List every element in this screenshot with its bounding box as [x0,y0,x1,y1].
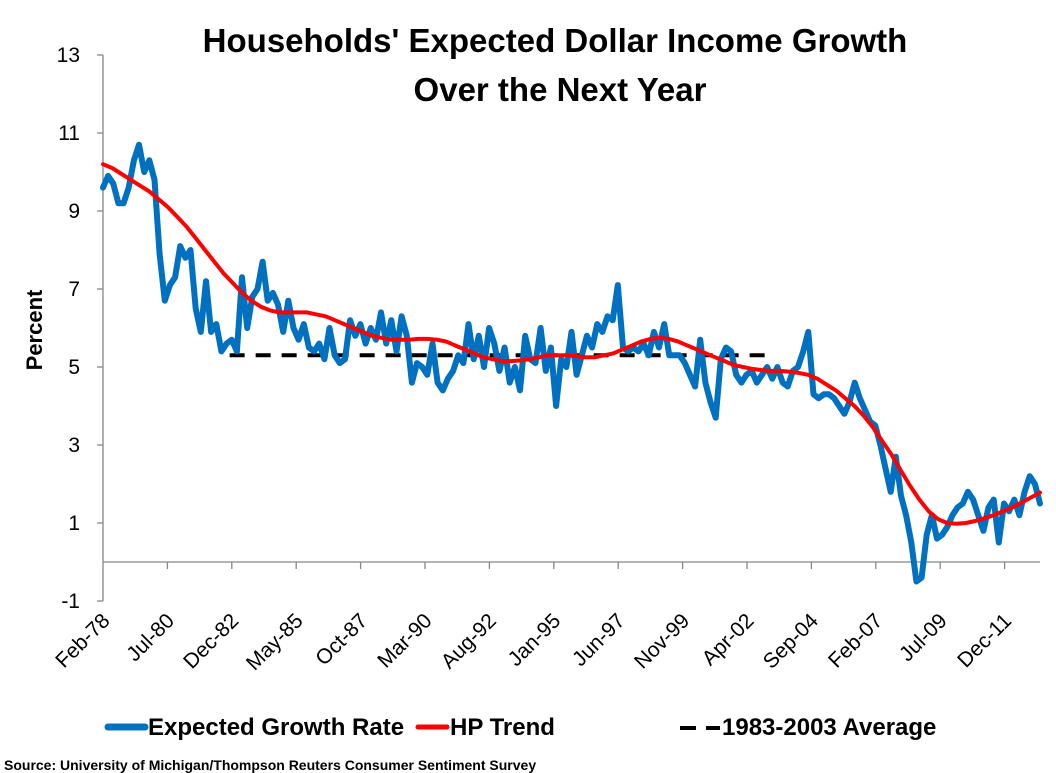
y-tick-label: 7 [68,278,80,301]
x-tick-label: Feb-07 [824,609,887,672]
x-tick-label: Jul-80 [122,609,179,666]
series-hp-trend-line [101,162,1042,526]
y-tick-label: 9 [68,200,80,223]
legend-item-average: 1983-2003 Average [680,714,936,741]
x-tick-label: Aug-92 [437,609,501,673]
x-tick-label: Jun-97 [568,609,630,671]
x-tick-label: Nov-99 [630,609,694,673]
source-note: Source: University of Michigan/Thompson … [4,757,536,773]
x-tick-label: Sep-04 [759,609,823,673]
x-tick-label: Apr-02 [698,609,759,670]
x-tick-label: Dec-11 [953,609,1016,672]
legend-item-expected-growth-rate: Expected Growth Rate [104,714,404,741]
legend-label-hp-trend: HP Trend [450,714,555,741]
legend: Expected Growth Rate HP Trend 1983-2003 … [104,714,936,741]
series-layer [100,141,1043,585]
y-tick-label: 3 [68,434,80,457]
chart-subtitle: Over the Next Year [414,71,707,108]
y-tick-label: 5 [68,356,80,379]
x-tick-label: Feb-78 [51,609,114,672]
x-tick-label: May-85 [242,609,308,675]
x-tick-label: Mar-90 [373,609,436,672]
series-expected-growth-rate-line [100,141,1043,585]
x-tick-label: Oct-87 [311,609,372,670]
y-axis-label: Percent [22,289,47,370]
y-tick-label: -1 [61,590,80,613]
legend-label-average: 1983-2003 Average [722,714,936,741]
x-tick-label: Jan-95 [504,609,566,671]
legend-item-hp-trend: HP Trend [415,714,555,741]
y-tick-label: 11 [58,122,80,145]
y-tick-label: 13 [57,44,80,67]
y-tick-label: 1 [68,512,80,535]
x-tick-label: Jul-09 [895,609,952,666]
chart-title: Households' Expected Dollar Income Growt… [203,22,908,59]
x-tick-label: Dec-82 [179,609,243,673]
legend-label-expected-growth-rate: Expected Growth Rate [148,714,404,741]
